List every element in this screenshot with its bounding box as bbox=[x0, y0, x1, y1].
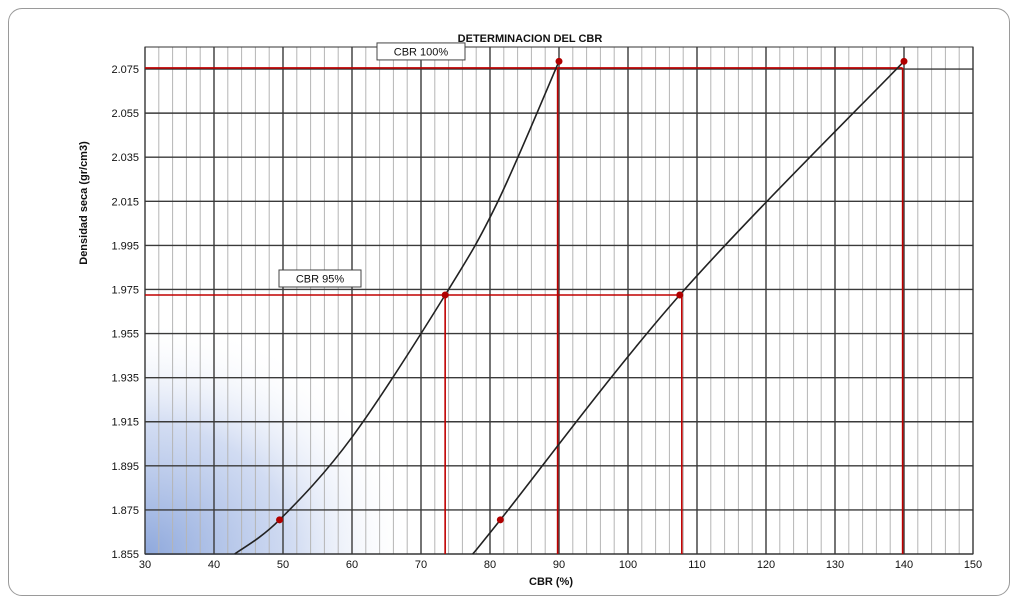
data-point-marker bbox=[900, 57, 908, 65]
reference-label-box bbox=[278, 269, 362, 288]
x-tick-label: 120 bbox=[757, 559, 775, 571]
x-tick-label: 30 bbox=[139, 559, 151, 571]
x-tick-label: 130 bbox=[826, 559, 844, 571]
x-tick-label: 70 bbox=[415, 559, 427, 571]
intersection-marker bbox=[676, 291, 684, 299]
y-axis-title: Densidad seca (gr/cm3) bbox=[78, 141, 90, 265]
y-tick-label: 1.975 bbox=[111, 284, 139, 296]
x-tick-label: 150 bbox=[964, 559, 982, 571]
reference-label: CBR 95% bbox=[296, 273, 345, 285]
reference-label: CBR 100% bbox=[394, 46, 449, 58]
y-tick-label: 1.895 bbox=[111, 461, 139, 473]
x-tick-label: 110 bbox=[688, 559, 706, 571]
plot-background-gradient bbox=[145, 319, 415, 555]
x-tick-label: 50 bbox=[277, 559, 289, 571]
y-tick-label: 1.935 bbox=[111, 373, 139, 385]
x-tick-label: 80 bbox=[484, 559, 496, 571]
y-tick-label: 1.915 bbox=[111, 417, 139, 429]
chart-title: DETERMINACION DEL CBR bbox=[458, 33, 603, 45]
grid-minor bbox=[158, 47, 960, 554]
x-tick-label: 60 bbox=[346, 559, 358, 571]
chart-svg: CBR 100% CBR 95% 30 40 50 60 70 80 90 100 110 120 1… bbox=[78, 33, 982, 588]
x-tick-label: 100 bbox=[619, 559, 637, 571]
reference-label-box bbox=[376, 42, 466, 61]
chart-frame: CBR 100% CBR 95% 30 40 50 60 70 80 90 100 110 120 1… bbox=[8, 8, 1010, 596]
y-tick-label: 2.055 bbox=[111, 108, 139, 120]
x-tick-label: 140 bbox=[895, 559, 913, 571]
x-tick-label: 40 bbox=[208, 559, 220, 571]
x-axis-title: CBR (%) bbox=[529, 576, 573, 588]
reference-labels: CBR 100% CBR 95% bbox=[278, 42, 466, 288]
data-point-marker bbox=[555, 57, 563, 65]
data-point-marker bbox=[276, 516, 284, 524]
data-point-marker bbox=[496, 516, 504, 524]
y-tick-label: 2.075 bbox=[111, 64, 139, 76]
y-tick-label: 1.995 bbox=[111, 240, 139, 252]
y-tick-label: 2.035 bbox=[111, 152, 139, 164]
y-tick-labels: 1.855 1.875 1.895 1.915 1.935 1.955 1.975 1.995… bbox=[111, 64, 139, 561]
reference-lines bbox=[145, 67, 904, 554]
y-tick-label: 2.015 bbox=[111, 196, 139, 208]
intersection-marker bbox=[441, 291, 449, 299]
plot-area-border bbox=[144, 46, 974, 555]
markers bbox=[276, 57, 908, 524]
y-tick-label: 1.875 bbox=[111, 505, 139, 517]
x-tick-label: 90 bbox=[553, 559, 565, 571]
y-tick-label: 1.855 bbox=[111, 549, 139, 561]
series-curve bbox=[472, 60, 905, 555]
x-tick-labels: 30 40 50 60 70 80 90 100 110 120 130 140 150 bbox=[139, 559, 982, 571]
y-tick-label: 1.955 bbox=[111, 329, 139, 341]
